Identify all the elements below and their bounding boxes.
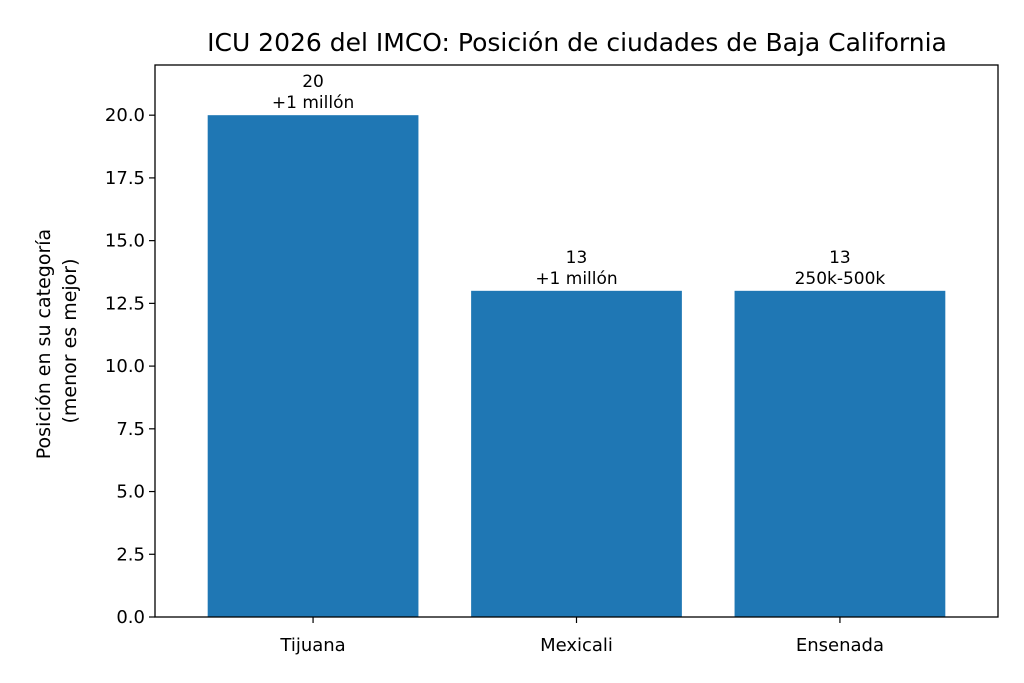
y-axis-ticks: 0.0 2.5 5.0 7.5 10.0 12.5 15.0 17.5 20.0 [105, 105, 155, 628]
y-tick-label: 5.0 [116, 482, 145, 503]
bar-label-ensenada: 13 250k-500k [795, 248, 886, 289]
y-tick-label: 15.0 [105, 231, 145, 252]
bar-label-line: +1 millón [535, 269, 617, 289]
y-tick-label: 20.0 [105, 105, 145, 126]
y-tick-label: 12.5 [105, 293, 145, 314]
bar-label-mexicali: 13 +1 millón [535, 248, 617, 289]
y-axis-label-line-1: Posición en su categoría [33, 229, 55, 459]
bar-ensenada [734, 290, 946, 617]
bar-label-line: 20 [302, 72, 324, 92]
bar-mexicali [471, 290, 682, 617]
bar-tijuana [207, 115, 419, 617]
bar-label-line: 250k-500k [795, 269, 886, 289]
y-axis-label: Posición en su categoría (menor es mejor… [33, 223, 81, 459]
plot-frame [154, 64, 999, 618]
y-tick-label: 7.5 [116, 419, 145, 440]
y-tick-label: 2.5 [116, 544, 145, 565]
chart-title: ICU 2026 del IMCO: Posición de ciudades … [207, 28, 947, 57]
y-axis-label-line-2: (menor es mejor) [59, 258, 81, 423]
bar-label-line: 13 [829, 248, 851, 268]
x-axis-ticks: Tijuana Mexicali Ensenada [279, 617, 884, 656]
y-tick-label: 17.5 [105, 168, 145, 189]
x-tick-label: Mexicali [540, 635, 613, 656]
y-tick-label: 0.0 [116, 607, 145, 628]
bar-label-line: +1 millón [272, 93, 354, 113]
y-tick-label: 10.0 [105, 356, 145, 377]
bar-label-line: 13 [566, 248, 588, 268]
x-tick-label: Tijuana [279, 635, 345, 656]
bar-label-tijuana: 20 +1 millón [272, 72, 354, 113]
x-tick-label: Ensenada [796, 635, 884, 656]
bars-group [207, 115, 946, 617]
